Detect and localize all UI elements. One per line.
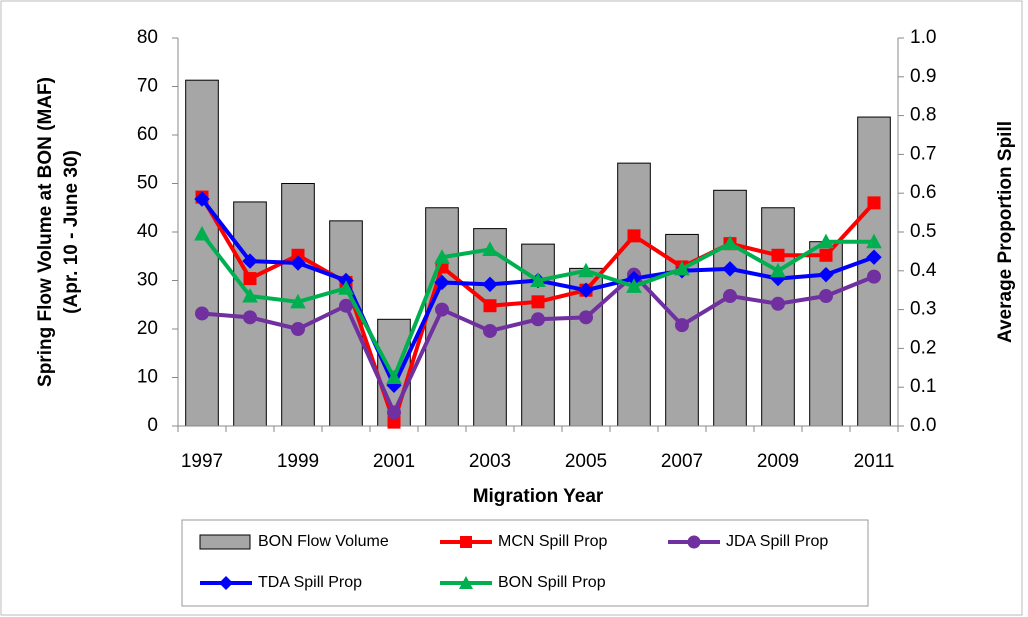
marker [674, 260, 690, 276]
legend-swatch [219, 576, 233, 590]
legend-swatch [460, 536, 472, 548]
bar [761, 207, 795, 427]
legend-swatch [199, 534, 251, 550]
y2-tick-label: 0.2 [910, 337, 936, 358]
x-tick-label: 2007 [661, 451, 703, 472]
marker [386, 369, 402, 384]
marker [626, 278, 642, 293]
legend [181, 519, 869, 607]
x-tick-label: 2009 [757, 451, 799, 472]
y2-axis-title: Average Proportion Spill [995, 121, 1016, 343]
marker [866, 233, 882, 249]
marker [290, 293, 306, 309]
bar [617, 162, 651, 427]
marker [435, 302, 449, 317]
marker [819, 248, 833, 262]
y-tick-label: 0 [147, 415, 158, 436]
marker [434, 249, 450, 264]
marker [579, 310, 593, 325]
x-tick-label: 2011 [854, 451, 895, 472]
marker [723, 289, 737, 304]
marker [531, 295, 545, 309]
x-tick-label: 2001 [373, 451, 415, 472]
y2-tick-label: 0.7 [910, 143, 936, 164]
marker [866, 249, 882, 265]
y2-tick-label: 0.3 [910, 299, 936, 320]
marker [434, 274, 450, 291]
marker [195, 306, 209, 321]
y-axis-title: (Apr. 10 - June 30) [61, 150, 82, 314]
y-tick-label: 60 [137, 124, 158, 145]
y-tick-label: 30 [137, 270, 158, 291]
x-tick-label: 2005 [565, 451, 607, 472]
marker [578, 262, 594, 278]
marker [194, 191, 210, 207]
marker [722, 235, 738, 251]
x-tick-label: 2003 [469, 451, 511, 472]
marker [387, 405, 401, 420]
marker [243, 272, 257, 286]
marker [243, 310, 257, 325]
marker [338, 280, 354, 295]
y2-tick-label: 0.0 [910, 415, 936, 436]
marker [194, 225, 210, 241]
marker [482, 241, 498, 256]
marker [675, 318, 689, 333]
bar [713, 189, 747, 427]
marker [819, 289, 833, 304]
y-tick-label: 20 [137, 318, 158, 339]
y2-tick-label: 0.1 [910, 376, 936, 397]
marker [291, 322, 305, 336]
x-tick-label: 1997 [181, 451, 223, 472]
marker [722, 261, 738, 277]
y-tick-label: 80 [137, 27, 158, 48]
bar [185, 79, 219, 427]
marker [867, 269, 881, 284]
y2-tick-label: 0.6 [910, 182, 936, 203]
y2-tick-label: 0.4 [910, 260, 937, 281]
marker [242, 287, 258, 303]
y-tick-label: 70 [137, 76, 158, 97]
y-tick-label: 10 [137, 367, 158, 388]
legend-swatch [687, 535, 701, 549]
marker [770, 262, 786, 278]
marker [867, 196, 881, 210]
bar [425, 207, 459, 427]
marker [531, 312, 545, 327]
bar [329, 220, 363, 427]
marker [290, 255, 306, 271]
marker [482, 276, 498, 293]
x-tick-label: 1999 [277, 451, 319, 472]
legend-label: MCN Spill Prop [498, 533, 607, 550]
y-axis-title: Spring Flow Volume at BON (MAF) [35, 77, 56, 387]
marker [627, 229, 641, 243]
marker [818, 266, 834, 283]
marker [578, 282, 594, 298]
x-axis-title: Migration Year [473, 486, 604, 507]
y2-tick-label: 1.0 [910, 27, 936, 48]
y2-tick-label: 0.5 [910, 221, 936, 242]
legend-label: BON Spill Prop [498, 574, 606, 591]
legend-label: JDA Spill Prop [726, 533, 828, 550]
marker [483, 299, 497, 313]
marker [530, 272, 546, 287]
marker [818, 233, 834, 249]
y-tick-label: 50 [137, 173, 158, 194]
legend-label: TDA Spill Prop [258, 574, 362, 591]
y-tick-label: 40 [137, 221, 158, 242]
marker [339, 298, 353, 313]
y2-tick-label: 0.9 [910, 66, 936, 87]
legend-swatch [459, 576, 473, 589]
marker [771, 248, 785, 262]
marker [771, 296, 785, 311]
marker [483, 323, 497, 338]
legend-label: BON Flow Volume [258, 533, 389, 550]
marker [242, 253, 258, 269]
y2-tick-label: 0.8 [910, 105, 936, 126]
